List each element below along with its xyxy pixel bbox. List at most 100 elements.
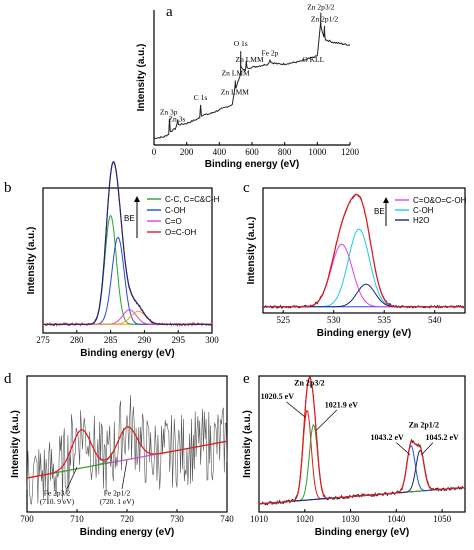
b-legend-entry: C-OH: [165, 206, 186, 215]
survey-peak-label: Zn LMM: [221, 87, 249, 96]
d-peak-annotation: (720. 1 eV): [100, 497, 135, 506]
e-peak-annotation: 1020.5 eV: [261, 392, 295, 401]
e-y-axis-title: Intensity (a.u.): [242, 410, 253, 478]
panel-b: b 275 280 285 290 295 300 Binding energy (eV) I…: [4, 160, 220, 359]
panel-d-plot: 700 710 720 730 740 Binding energy (eV) Intens…: [10, 375, 234, 538]
d-peak-annotation: (710. 9 eV): [40, 497, 75, 506]
e-plot-frame: [258, 375, 466, 513]
e-peak-annotation: 1021.9 eV: [325, 400, 359, 409]
survey-peak-label: Zn 2p1/2: [311, 15, 339, 24]
e-peak-annotation: Zn 2p3/2: [294, 379, 324, 388]
d-peak-annotation: Fe 2p1/2: [104, 489, 131, 498]
panel-letter-d: d: [4, 371, 12, 387]
d-y-axis-title: Intensity (a.u.): [10, 410, 21, 478]
b-legend-arrow-head: [134, 196, 140, 202]
b-x-tick-label: 290: [138, 335, 152, 345]
d-annotation-pointer: [121, 460, 128, 489]
b-x-tick-label: 295: [171, 335, 185, 345]
panel-letter-c: c: [243, 180, 250, 196]
b-legend-entry: O=C-OH: [165, 228, 197, 237]
b-legend-entry: C-C, C=C&C-H: [165, 195, 220, 204]
panel-e-plot: 1010 1020 1030 1040 1050 Binding energy (eV) I…: [242, 375, 466, 538]
b-fit-envelope-line: [43, 160, 212, 325]
c-legend-entry: C-OH: [413, 206, 434, 215]
a-y-axis-title: Intensity (a.u.): [136, 44, 147, 112]
d-peak-annotation: Fe 2p3/2: [44, 489, 71, 498]
survey-peak-label: O KLL: [302, 55, 324, 64]
e-peak-annotation: Zn 2p1/2: [409, 421, 439, 430]
a-x-tick-label: 800: [278, 147, 292, 157]
panel-a-plot: 0 200 400 600 800 1000 1200 Binding energy (eV)…: [136, 2, 360, 170]
panel-e: e 1010 1020 1030 1040 1050 Binding energy (eV…: [242, 371, 466, 538]
e-peak-annotation: 1045.2 eV: [425, 433, 459, 442]
survey-peak-label: Zn 2p3/2: [307, 2, 335, 11]
c-x-tick-label: 530: [327, 315, 341, 325]
b-x-tick-label: 280: [70, 335, 84, 345]
c-component-peak-line: [263, 228, 465, 308]
d-x-axis-title: Binding energy (eV): [80, 527, 174, 538]
a-x-tick-label: 0: [152, 147, 157, 157]
c-legend-entry: C=O&O=C-OH: [413, 196, 467, 205]
b-x-tick-label: 275: [36, 335, 50, 345]
panel-b-plot: 275 280 285 290 295 300 Binding energy (eV) Int…: [26, 160, 220, 359]
e-annotation-pointer: [396, 442, 411, 456]
a-x-tick-label: 600: [245, 147, 259, 157]
e-x-tick-label: 1020: [296, 514, 315, 524]
e-x-tick-label: 1030: [342, 514, 361, 524]
b-y-axis-title: Intensity (a.u.): [26, 227, 37, 295]
b-x-tick-label: 300: [205, 335, 219, 345]
a-x-tick-label: 400: [213, 147, 227, 157]
a-x-tick-label: 1000: [308, 147, 327, 157]
survey-peak-label: Zn 3p: [160, 108, 178, 117]
c-component-peak-line: [263, 243, 465, 308]
a-x-tick-label: 1200: [341, 147, 360, 157]
d-fit-envelope-line: [26, 426, 228, 479]
survey-spectrum-line: [153, 12, 351, 140]
panel-c: c 525 530 535 540 Binding energy (eV) Intensi…: [243, 180, 467, 339]
c-legend-be-label: BE: [374, 207, 385, 216]
b-plot-frame: [42, 187, 213, 334]
d-x-tick-label: 740: [220, 514, 234, 524]
c-x-tick-label: 525: [276, 315, 290, 325]
d-x-tick-label: 720: [120, 514, 134, 524]
d-x-tick-label: 710: [70, 514, 84, 524]
c-raw-spectrum-line: [262, 193, 466, 309]
e-annotation-pointer: [315, 409, 338, 431]
panel-letter-a: a: [166, 4, 173, 20]
c-fit-envelope-line: [263, 193, 465, 308]
d-annotation-pointer: [66, 466, 78, 490]
survey-peak-label: Zn 3s: [168, 114, 185, 123]
panel-d: d 700 710 720 730 740 Binding energy (eV) Inte…: [4, 371, 234, 538]
b-legend-entry: C=O: [165, 217, 182, 226]
c-plot-frame: [262, 187, 466, 314]
panel-letter-b: b: [4, 180, 12, 196]
e-annotation-pointer: [421, 442, 434, 456]
e-fit-envelope-line: [259, 376, 466, 505]
c-component-peak-line: [263, 283, 465, 308]
c-x-axis-title: Binding energy (eV): [317, 328, 411, 339]
d-raw-spectrum-line: [26, 395, 228, 505]
panel-c-plot: 525 530 535 540 Binding energy (eV) Intensity…: [246, 187, 467, 339]
c-legend-entry: H2O: [413, 216, 429, 225]
d-x-tick-label: 730: [170, 514, 184, 524]
d-x-tick-label: 700: [20, 514, 34, 524]
e-annotation-pointer: [286, 401, 305, 418]
c-legend-arrow-head: [383, 197, 389, 203]
c-y-axis-title: Intensity (a.u.): [246, 217, 257, 285]
e-x-axis-title: Binding energy (eV): [315, 527, 409, 538]
b-legend-be-label: BE: [124, 214, 135, 223]
a-x-tick-label: 200: [180, 147, 194, 157]
e-x-tick-label: 1050: [433, 514, 452, 524]
c-x-tick-label: 540: [428, 315, 442, 325]
b-component-peak-line: [43, 309, 212, 325]
e-x-tick-label: 1040: [387, 514, 406, 524]
survey-peak-label: O 1s: [234, 39, 248, 48]
c-x-tick-label: 535: [377, 315, 391, 325]
survey-peak-label: Fe 2p: [262, 48, 279, 57]
panel-letter-e: e: [243, 371, 250, 387]
survey-peak-label: C 1s: [194, 93, 208, 102]
survey-peak-label: Zn LMM: [235, 55, 263, 64]
survey-peak-label: Zn LMM: [222, 69, 250, 78]
panel-a: a 0 200 400 600 800 1000 1200 Binding energy (e…: [136, 2, 360, 170]
